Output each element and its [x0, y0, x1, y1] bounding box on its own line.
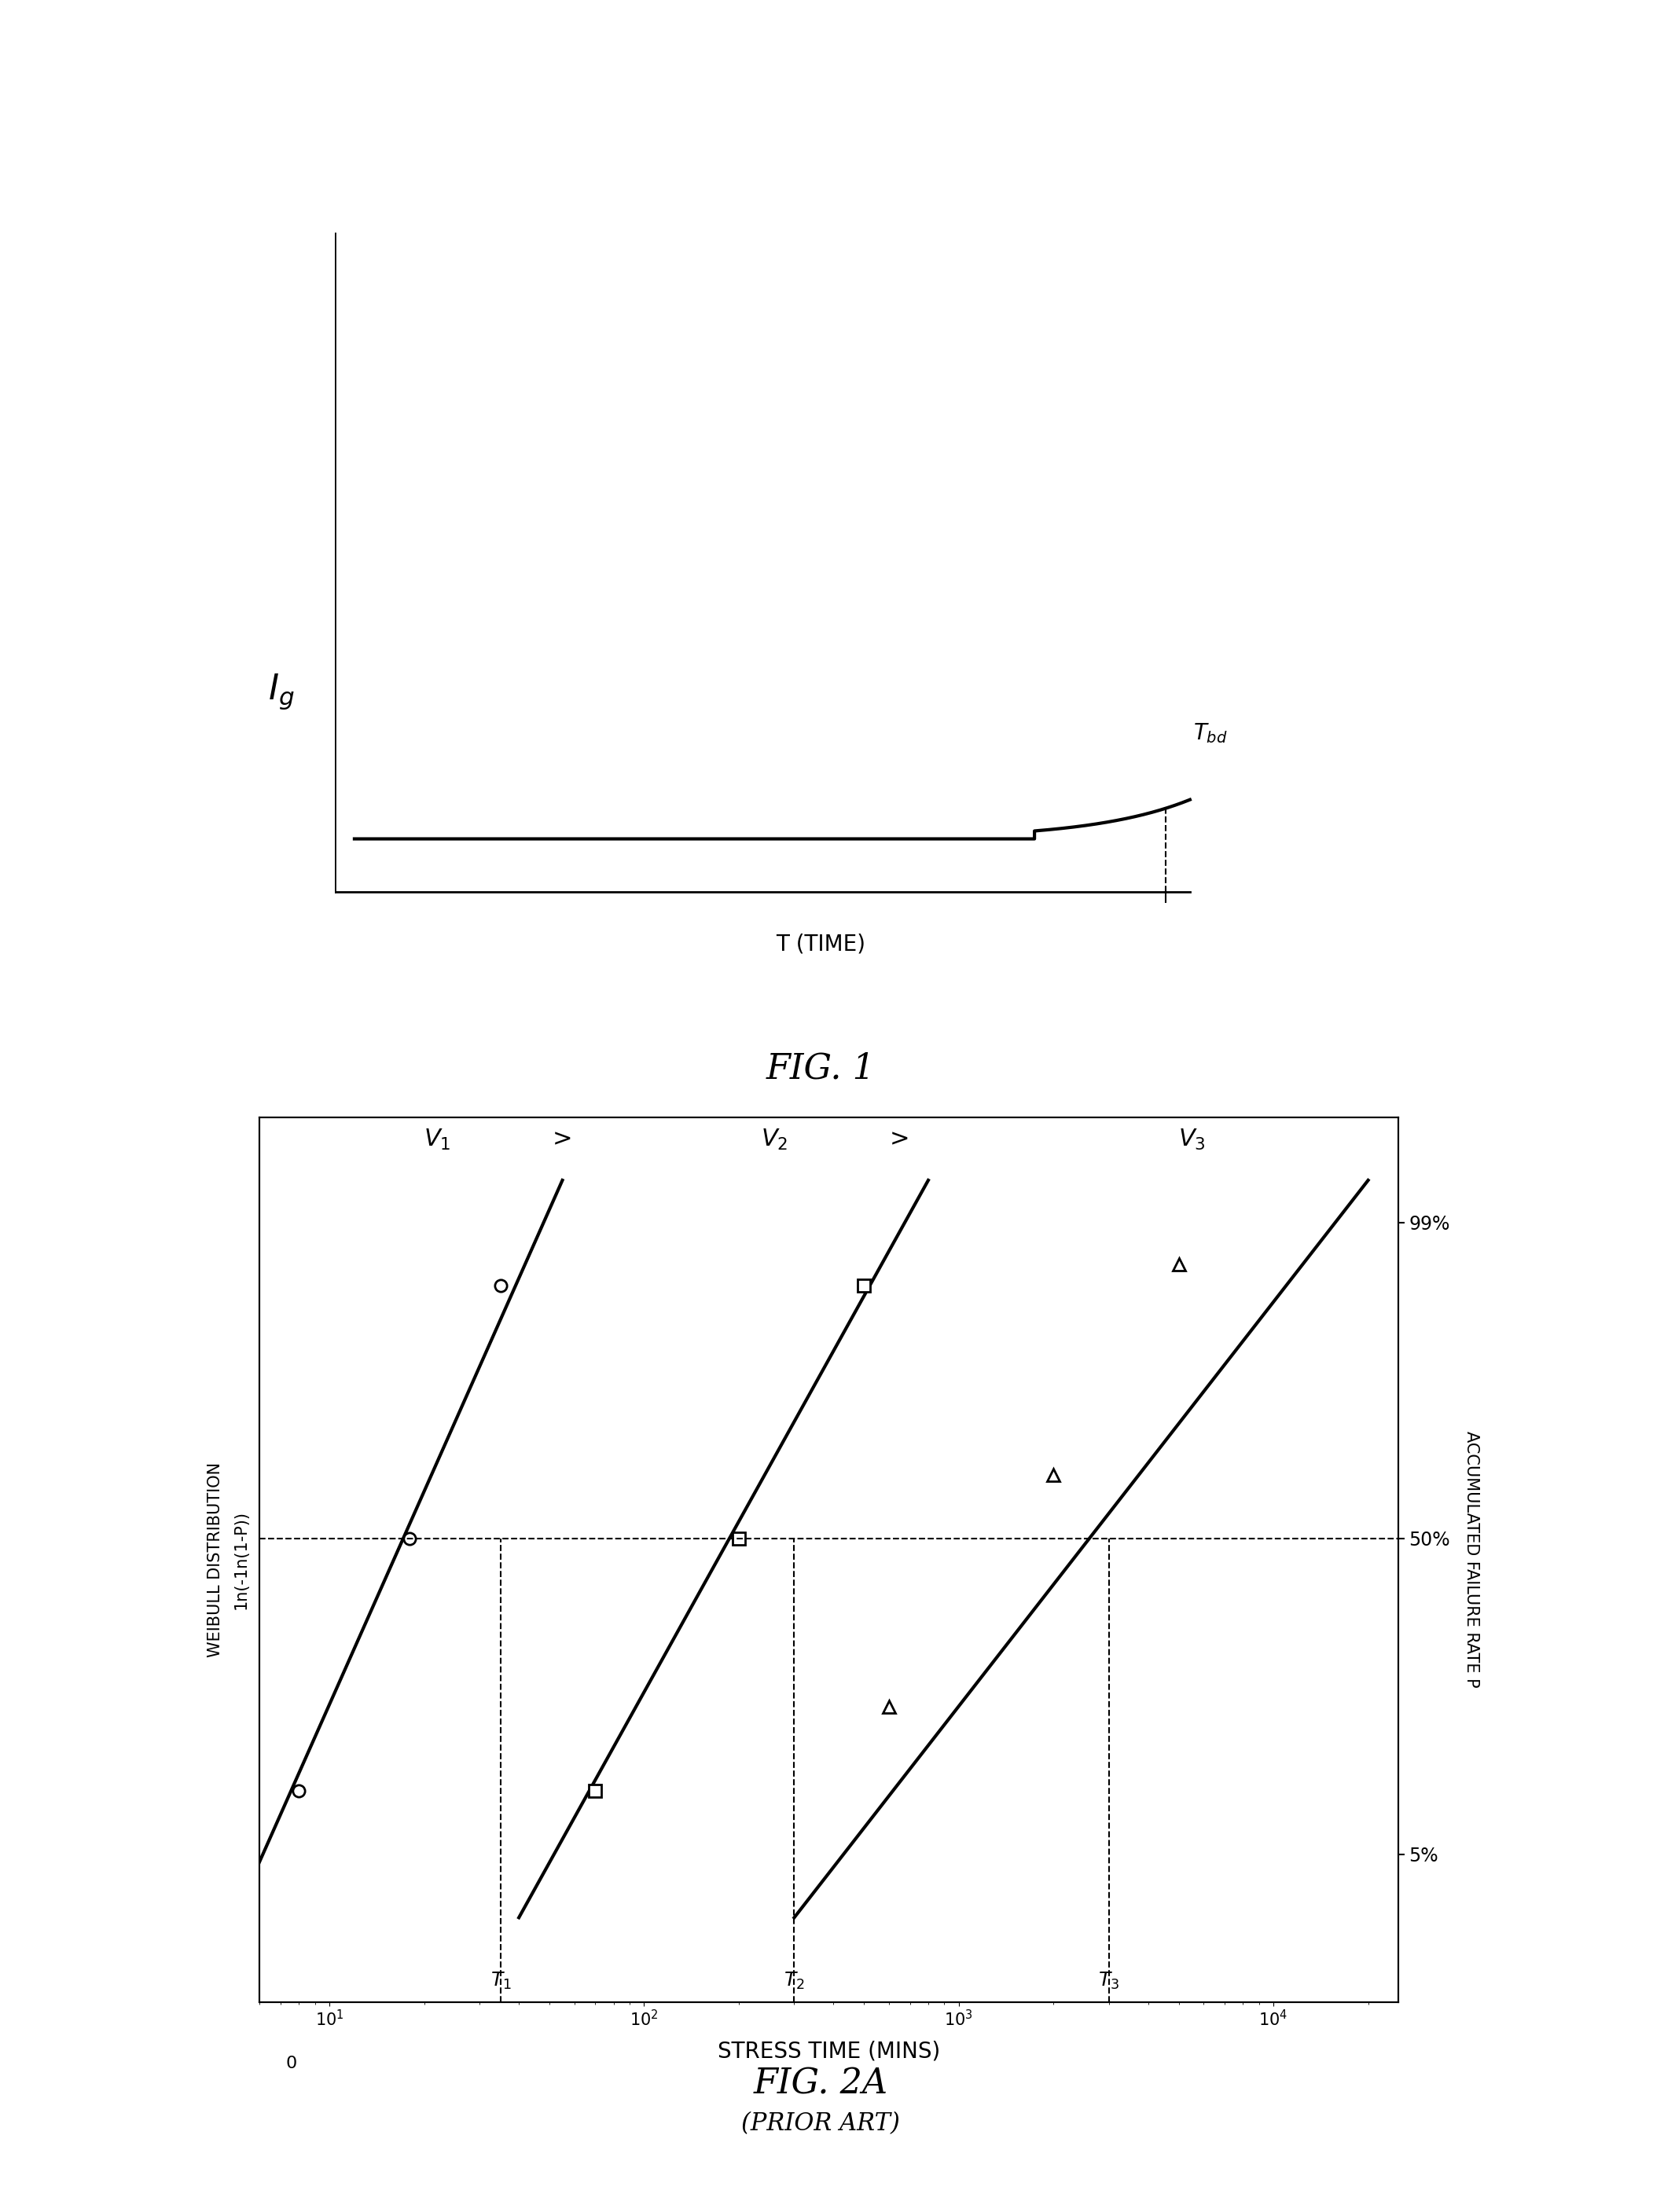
Text: $V_2$: $V_2$: [760, 1128, 789, 1152]
Text: FIG. 2A: FIG. 2A: [754, 2066, 888, 2101]
Text: $V_1$: $V_1$: [424, 1128, 451, 1152]
Text: FIG. 1: FIG. 1: [765, 1053, 876, 1086]
Y-axis label: ACCUMULATED FAILURE RATE P: ACCUMULATED FAILURE RATE P: [1464, 1431, 1479, 1688]
Text: >: >: [889, 1128, 910, 1150]
Text: >: >: [553, 1128, 573, 1150]
Text: (PRIOR ART): (PRIOR ART): [742, 1126, 899, 1150]
Text: $V_3$: $V_3$: [1178, 1128, 1206, 1152]
Text: $T_3$: $T_3$: [1099, 1971, 1119, 1991]
Text: $I_g$: $I_g$: [268, 672, 295, 710]
Text: 0: 0: [286, 2055, 296, 2073]
X-axis label: STRESS TIME (MINS): STRESS TIME (MINS): [719, 2039, 940, 2062]
Text: $T_1$: $T_1$: [491, 1971, 511, 1991]
Y-axis label: WEIBULL DISTRIBUTION
1n(-1n(1-P)): WEIBULL DISTRIBUTION 1n(-1n(1-P)): [208, 1462, 248, 1657]
Text: $T_{bd}$: $T_{bd}$: [1193, 721, 1228, 745]
Text: (PRIOR ART): (PRIOR ART): [742, 2110, 899, 2137]
Text: $T_2$: $T_2$: [784, 1971, 804, 1991]
Text: T (TIME): T (TIME): [776, 933, 866, 956]
